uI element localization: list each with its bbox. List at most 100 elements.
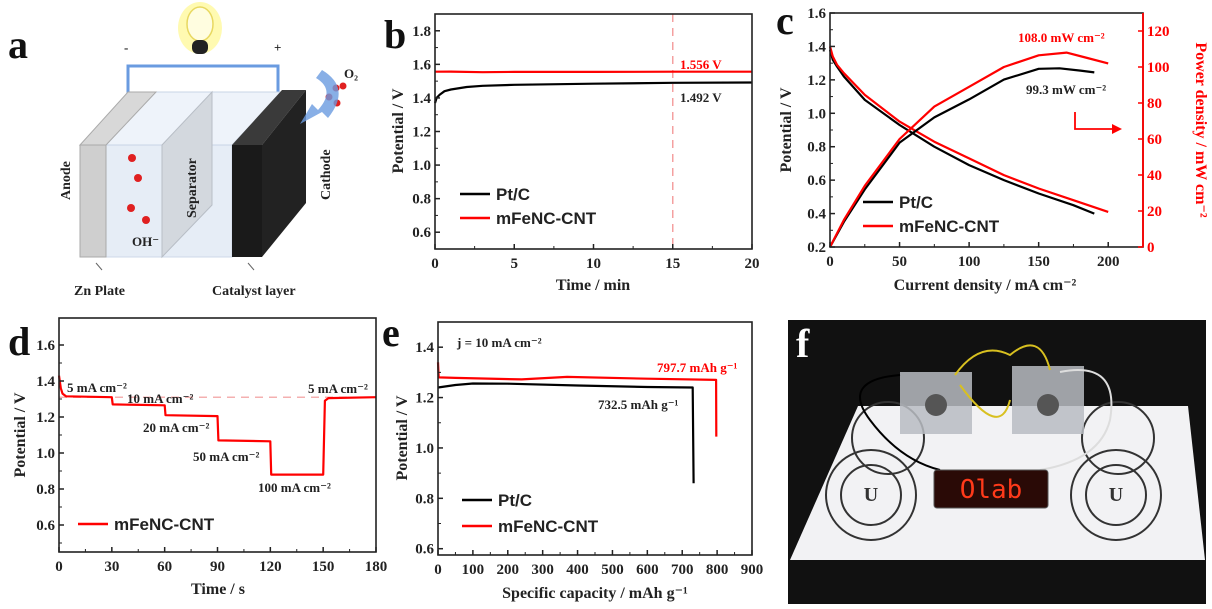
- wires: [954, 344, 1051, 418]
- x-tick-label: 150: [312, 559, 335, 575]
- y2-axis-label: Power density / mW cm⁻²: [1192, 42, 1209, 218]
- panel-a-schematic: a - + O₂ OH⁻: [8, 2, 358, 299]
- anode-label: Anode: [59, 161, 74, 200]
- y-tick-label: 1.6: [807, 6, 826, 22]
- y-tick-label: 1.2: [36, 410, 55, 426]
- annotation-label: 1.556 V: [680, 57, 722, 72]
- y-tick-label: 1.6: [412, 57, 431, 73]
- y-tick-label: 0.6: [807, 173, 826, 189]
- zinc-air-battery-cells: [900, 366, 1084, 434]
- panel-label-a: a: [8, 22, 28, 67]
- y2-tick-label: 80: [1147, 96, 1162, 112]
- x-tick-label: 200: [497, 562, 520, 578]
- x-tick-label: 400: [566, 562, 589, 578]
- y2-tick-label: 0: [1147, 240, 1155, 256]
- y-tick-label: 1.6: [36, 338, 55, 354]
- y-tick-label: 1.0: [415, 441, 434, 457]
- circuit-wire: [126, 64, 280, 106]
- x-tick-label: 5: [511, 256, 519, 272]
- panel-label-f: f: [796, 321, 810, 366]
- chart-d: d 0 30 60 90 120 150 180 0.6 0.8 1.0 1.2 1.4 1.6 Time …: [8, 317, 387, 598]
- x-axis-label: Current density / mA cm⁻²: [894, 277, 1077, 294]
- annotation-label: 732.5 mAh g⁻¹: [598, 397, 679, 412]
- y-tick-label: 0.8: [36, 482, 55, 498]
- annotation-label: 1.492 V: [680, 90, 722, 105]
- separator-label: Separator: [185, 158, 200, 218]
- negative-terminal-label: -: [124, 40, 128, 55]
- x-tick-label: 0: [431, 256, 439, 272]
- y-tick-label: 1.0: [807, 106, 826, 122]
- annotation-label: 797.7 mAh g⁻¹: [657, 360, 738, 375]
- lightbulb-icon: [178, 2, 222, 54]
- arrow-head-icon: [1112, 124, 1122, 134]
- x-tick-label: 50: [892, 254, 907, 270]
- x-tick-label: 10: [586, 256, 601, 272]
- y-axis-label: Potential / V: [778, 87, 795, 172]
- x-tick-label: 500: [601, 562, 624, 578]
- x-tick-label: 150: [1027, 254, 1050, 270]
- x-tick-label: 0: [434, 562, 442, 578]
- svg-text:U: U: [1109, 484, 1123, 506]
- y-tick-label: 0.6: [412, 225, 431, 241]
- y2-tick-label: 120: [1147, 24, 1170, 40]
- annotation-label: j = 10 mA cm⁻²: [456, 335, 542, 350]
- x-tick-label: 600: [636, 562, 659, 578]
- y-tick-label: 1.4: [412, 91, 431, 107]
- series-line-pt-c: [433, 81, 753, 104]
- zn-plate-label: Zn Plate: [74, 284, 125, 299]
- y-tick-label: 1.4: [807, 39, 826, 55]
- svg-text:U: U: [864, 484, 878, 506]
- chart-e: e 0 100 200 300 400 500 600 700 800 900 0.6 0.8 1.0 1.…: [382, 310, 763, 602]
- chart-c: c 0 50 100 150 200 0.2 0.4 0.6 0.8 1.0 1.2 1.4 1.6 0 20…: [776, 0, 1209, 294]
- y-tick-label: 1.4: [36, 374, 55, 390]
- y2-tick-label: 20: [1147, 204, 1162, 220]
- x-tick-label: 20: [745, 256, 760, 272]
- legend-label: mFeNC-CNT: [114, 515, 215, 534]
- annotation-label: 108.0 mW cm⁻²: [1018, 30, 1105, 45]
- hydroxide-label: OH⁻: [132, 234, 159, 249]
- annotation-label: 20 mA cm⁻²: [143, 420, 209, 435]
- cathode-label: Cathode: [319, 149, 334, 200]
- x-tick-label: 700: [671, 562, 694, 578]
- x-tick-label: 0: [826, 254, 834, 270]
- x-tick-label: 60: [157, 559, 172, 575]
- legend-label: mFeNC-CNT: [496, 209, 597, 228]
- legend-label: Pt/C: [899, 193, 933, 212]
- y-tick-label: 0.6: [415, 542, 434, 558]
- y-axis-label: Potential / V: [394, 395, 411, 480]
- y-tick-label: 1.8: [412, 24, 431, 40]
- anode-zn-plate: [78, 91, 158, 258]
- led-display: [933, 469, 1049, 509]
- university-logo: [825, 401, 1162, 541]
- x-tick-label: 800: [706, 562, 729, 578]
- legend-label: Pt/C: [498, 491, 532, 510]
- x-tick-label: 15: [665, 256, 680, 272]
- y-axis-label: Potential / V: [12, 392, 29, 477]
- y-tick-label: 0.4: [807, 207, 826, 223]
- series-line-mfenc-cnt: [57, 375, 377, 476]
- panel-label-c: c: [776, 0, 794, 43]
- series-line-mfenc-cnt-left: [828, 46, 1109, 213]
- legend-label: mFeNC-CNT: [498, 517, 599, 536]
- series-line-mfenc-cnt: [434, 70, 752, 74]
- oxygen-flow-arrow: [300, 70, 339, 124]
- x-tick-label: 200: [1097, 254, 1120, 270]
- y-tick-label: 0.8: [807, 140, 826, 156]
- annotation-label: 5 mA cm⁻²: [308, 381, 368, 396]
- x-tick-label: 30: [104, 559, 119, 575]
- y-tick-label: 1.2: [412, 125, 431, 141]
- panel-label-d: d: [8, 319, 30, 364]
- charts: b 0 5 10 15 20 0.6 0.8 1.0 1.2 1.4 1.6 1.8 Time / min…: [8, 0, 1209, 602]
- x-tick-label: 300: [531, 562, 554, 578]
- series-line-mfenc-cnt-right: [829, 51, 1109, 248]
- chart-b: b 0 5 10 15 20 0.6 0.8 1.0 1.2 1.4 1.6 1.8 Time / min…: [384, 12, 760, 294]
- panel-label-b: b: [384, 12, 406, 57]
- y-tick-label: 1.0: [412, 158, 431, 174]
- oxygen-label: O₂: [344, 66, 358, 81]
- annotation-label: 5 mA cm⁻²: [67, 380, 127, 395]
- legend-label: Pt/C: [496, 185, 530, 204]
- x-axis-label: Specific capacity / mAh g⁻¹: [502, 585, 688, 602]
- y-tick-label: 1.2: [807, 73, 826, 89]
- y2-tick-label: 60: [1147, 132, 1162, 148]
